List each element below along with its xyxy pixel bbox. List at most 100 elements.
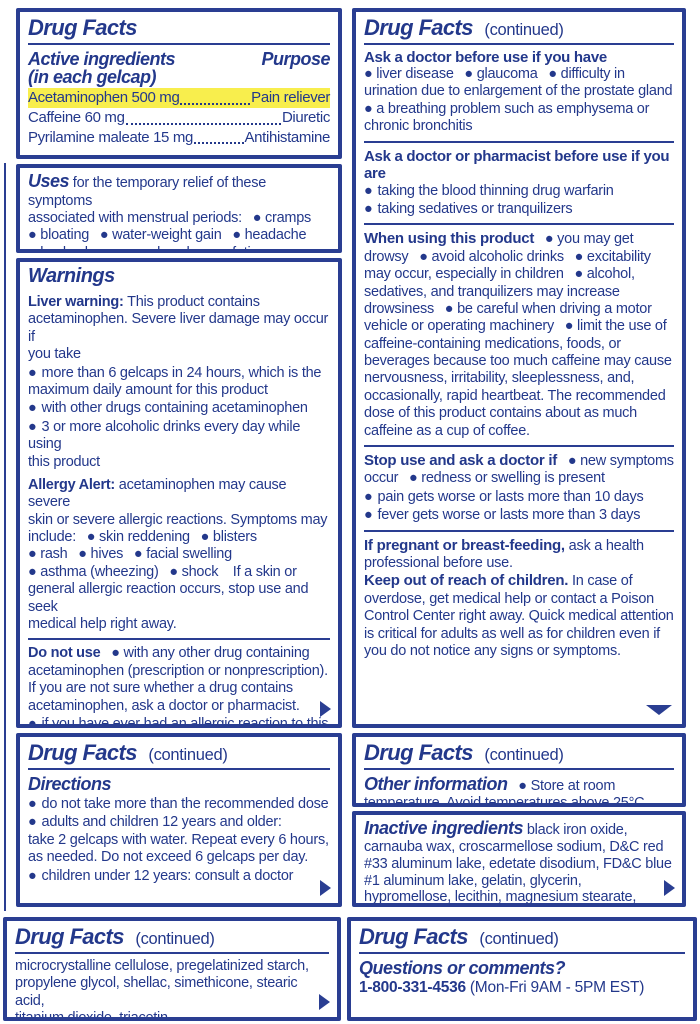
ingredient-purpose: Pain reliever — [251, 89, 330, 106]
liver-warning-label: Liver warning: — [28, 294, 124, 310]
when-using-text: ● you may get drowsy ● avoid alcoholic d… — [364, 231, 672, 439]
other-information-paragraph: Other information ● Store at room temper… — [364, 774, 674, 807]
inactive-ingredients-paragraph: Inactive ingredients black iron oxide, c… — [364, 818, 674, 903]
drug-facts-title: Drug Facts — [28, 740, 138, 765]
allergy-alert-label: Allergy Alert: — [28, 476, 116, 493]
bullet-icon: ● — [28, 400, 37, 417]
bullet-icon: ● — [28, 418, 37, 435]
inactive-ingredients-label: Inactive ingredients — [364, 818, 524, 838]
panel-title-row: Drug Facts (continued) — [364, 15, 674, 41]
directions-header: Directions — [28, 774, 112, 794]
ingredient-name: Pyrilamine maleate 15 mg — [28, 128, 194, 146]
panel-active-ingredients: Drug Facts Active ingredients Purpose (i… — [16, 8, 342, 159]
allergy-alert-text: acetaminophen may cause severe skin or s… — [28, 476, 328, 633]
other-information-text: ● Store at room temperature. Avoid tempe… — [364, 778, 645, 807]
panel-inactive-ingredients-continued: Drug Facts (continued) microcrystalline … — [3, 917, 341, 1021]
panel-questions: Drug Facts (continued) Questions or comm… — [347, 917, 697, 1021]
pregnant-label: If pregnant or breast-feeding, — [364, 536, 565, 554]
continue-arrow-down-icon — [646, 705, 672, 715]
drug-facts-title: Drug Facts — [364, 740, 474, 765]
panel-directions: Drug Facts (continued) Directions ● do no… — [16, 733, 342, 907]
bullet-icon: ● — [364, 200, 373, 217]
pregnant-paragraph: If pregnant or breast-feeding, ask a hea… — [364, 537, 674, 573]
title-rule — [359, 952, 685, 954]
title-rule — [28, 43, 330, 45]
liver-bullet-2: ● with other drugs containing acetaminoph… — [28, 400, 308, 417]
stop-use-label: Stop use and ask a doctor if — [364, 452, 558, 470]
liver-warning-text: This product contains acetaminophen. Sev… — [28, 294, 329, 363]
ask-pharmacist-bullet-1: ● taking the blood thinning drug warfarin — [364, 182, 614, 199]
bullet-icon: ● — [364, 507, 373, 524]
continue-arrow-right-icon — [664, 880, 675, 896]
uses-paragraph: Uses for the temporary relief of these s… — [28, 171, 330, 249]
bullet-icon: ● — [28, 364, 37, 381]
do-not-use-text: ● with any other drug containing acetami… — [28, 645, 328, 714]
directions-bullet-2: ● adults and children 12 years and older:… — [28, 814, 329, 866]
when-using-label: When using this product — [364, 230, 535, 248]
bullet-icon: ● — [364, 488, 373, 505]
ingredient-name: Caffeine 60 mg — [28, 108, 125, 126]
ingredient-name: Acetaminophen 500 mg — [28, 89, 180, 106]
bullet-icon: ● — [28, 715, 37, 728]
ask-pharmacist-header: Ask a doctor or pharmacist before use if… — [364, 147, 670, 182]
liver-warning-paragraph: Liver warning: This product contains ace… — [28, 294, 330, 364]
drug-facts-title: Drug Facts — [359, 924, 469, 949]
bullet-icon: ● — [28, 796, 37, 812]
keep-out-of-reach-paragraph: Keep out of reach of children. In case o… — [364, 572, 674, 660]
liver-bullet-1: ● more than 6 gelcaps in 24 hours, which … — [28, 364, 322, 398]
keep-out-of-reach-label: Keep out of reach of children. — [364, 572, 569, 590]
section-rule — [364, 223, 674, 226]
directions-bullet-1: ● do not take more than the recommended d… — [28, 796, 329, 812]
dotted-leader — [125, 122, 281, 125]
ingredient-purpose: Diuretic — [281, 108, 330, 126]
continue-arrow-right-icon — [319, 994, 330, 1010]
section-rule — [28, 638, 330, 641]
continued-label: (continued) — [148, 746, 228, 764]
drug-facts-title: Drug Facts — [15, 924, 125, 949]
drug-facts-title: Drug Facts — [364, 15, 474, 40]
active-ingredients-header: Active ingredients Purpose — [28, 49, 330, 70]
inactive-continued-text: microcrystalline cellulose, pregelatiniz… — [15, 958, 309, 1021]
title-rule — [364, 768, 674, 770]
keep-out-of-reach-text: In case of overdose, get medical help or… — [364, 573, 674, 659]
liver-bullet-3: ● 3 or more alcoholic drinks every day wh… — [28, 418, 301, 470]
bullet-icon: ● — [28, 867, 37, 884]
continued-label: (continued) — [135, 930, 215, 948]
stop-use-bullet-2: ● fever gets worse or lasts more than 3 d… — [364, 507, 641, 524]
do-not-use-paragraph: Do not use ● with any other drug contain… — [28, 645, 330, 715]
panel-other-information: Drug Facts (continued) Other information… — [352, 733, 686, 807]
panel-title-row: Drug Facts (continued) — [28, 740, 330, 766]
panel-uses: Uses for the temporary relief of these s… — [16, 164, 342, 253]
panel-warnings: Warnings Liver warning: This product con… — [16, 258, 342, 728]
bullet-icon: ● — [364, 182, 373, 199]
ingredient-purpose: Antihistamine — [244, 128, 331, 146]
ingredient-row-pyrilamine: Pyrilamine maleate 15 mg Antihistamine — [28, 128, 330, 148]
stop-use-text: ● new symptoms occur ● redness or swelli… — [364, 453, 674, 487]
panel-title-row: Drug Facts (continued) — [359, 924, 685, 950]
do-not-use-label: Do not use — [28, 645, 101, 662]
title-rule — [28, 768, 330, 770]
section-rule — [364, 529, 674, 532]
label-panel-edge — [4, 163, 6, 911]
phone-hours: (Mon-Fri 9AM - 5PM EST) — [465, 979, 645, 996]
panel-title-row: Drug Facts (continued) — [15, 924, 329, 950]
when-using-paragraph: When using this product ● you may get dr… — [364, 230, 674, 440]
phone-line: 1-800-331-4536 (Mon-Fri 9AM - 5PM EST) — [359, 979, 685, 998]
panel-title-row: Drug Facts (continued) — [364, 740, 674, 766]
directions-bullet-3: ● children under 12 years: consult a doct… — [28, 867, 294, 884]
continued-label: (continued) — [484, 746, 564, 764]
section-rule — [364, 140, 674, 143]
section-rule — [364, 445, 674, 448]
per-gelcap-label: (in each gelcap) — [28, 67, 157, 87]
stop-use-paragraph: Stop use and ask a doctor if ● new sympt… — [364, 452, 674, 488]
title-rule — [15, 952, 329, 954]
active-ingredients-label: Active ingredients — [28, 49, 176, 69]
other-information-label: Other information — [364, 774, 508, 794]
bullet-icon: ● — [28, 814, 37, 831]
stop-use-bullet-1: ● pain gets worse or lasts more than 10 d… — [364, 488, 644, 505]
panel-continued-right: Drug Facts (continued) Ask a doctor befo… — [352, 8, 686, 728]
continue-arrow-right-icon — [320, 701, 331, 717]
ask-doctor-header: Ask a doctor before use if you have — [364, 49, 607, 66]
ingredient-row-acetaminophen: Acetaminophen 500 mg Pain reliever — [28, 88, 330, 108]
